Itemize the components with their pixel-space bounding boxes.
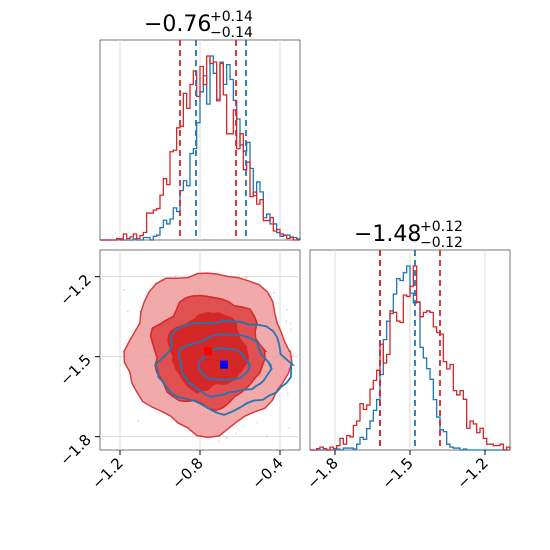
sample-point [289, 328, 292, 331]
histogram-series [100, 55, 300, 241]
sample-point [273, 291, 275, 294]
sample-point [292, 353, 295, 356]
title-value: −1.48 [354, 222, 421, 247]
x-tick-label: −1.2 [88, 454, 126, 492]
sample-point [242, 424, 244, 427]
title-marginal-x: −0.76 +0.14 −0.14 [144, 9, 253, 41]
contour-blue-outer [154, 319, 296, 416]
sample-point [174, 275, 177, 278]
sample-point [218, 440, 220, 443]
sample-point [286, 392, 289, 395]
y-tick-label: −1.8 [56, 431, 94, 469]
sample-point [256, 421, 259, 424]
x-tick-label: −1.2 [453, 454, 491, 492]
y-tick-label: −1.5 [56, 351, 94, 389]
sample-point [288, 427, 291, 430]
sample-point [235, 432, 237, 435]
sample-point [123, 288, 126, 291]
title-plus: +0.14 [210, 9, 253, 25]
blue-marker [220, 360, 228, 369]
sample-point [286, 309, 288, 311]
title-marginal-y: −1.48 +0.12 −0.12 [354, 219, 463, 251]
y-tick-label: −1.2 [56, 271, 94, 309]
title-minus: −0.14 [210, 25, 253, 41]
title-plus: +0.12 [420, 219, 463, 235]
sample-point [265, 435, 268, 438]
sample-point [226, 436, 228, 439]
sample-point [137, 420, 140, 422]
x-tick-label: −0.8 [168, 454, 206, 492]
contour-blue-mid [178, 333, 273, 398]
sample-point [285, 320, 288, 322]
histogram-series [310, 265, 511, 451]
sample-point [126, 310, 129, 313]
sample-point [245, 276, 248, 279]
contour-blue-inner [197, 347, 251, 381]
x-tick-label: −1.8 [303, 454, 341, 492]
title-minus: −0.12 [420, 235, 463, 251]
histogram-series [310, 265, 510, 451]
x-tick-label: −0.4 [248, 454, 286, 492]
x-tick-label: −1.5 [378, 454, 416, 492]
title-value: −0.76 [144, 12, 211, 37]
sample-point [289, 322, 292, 325]
red-marker [204, 347, 212, 356]
